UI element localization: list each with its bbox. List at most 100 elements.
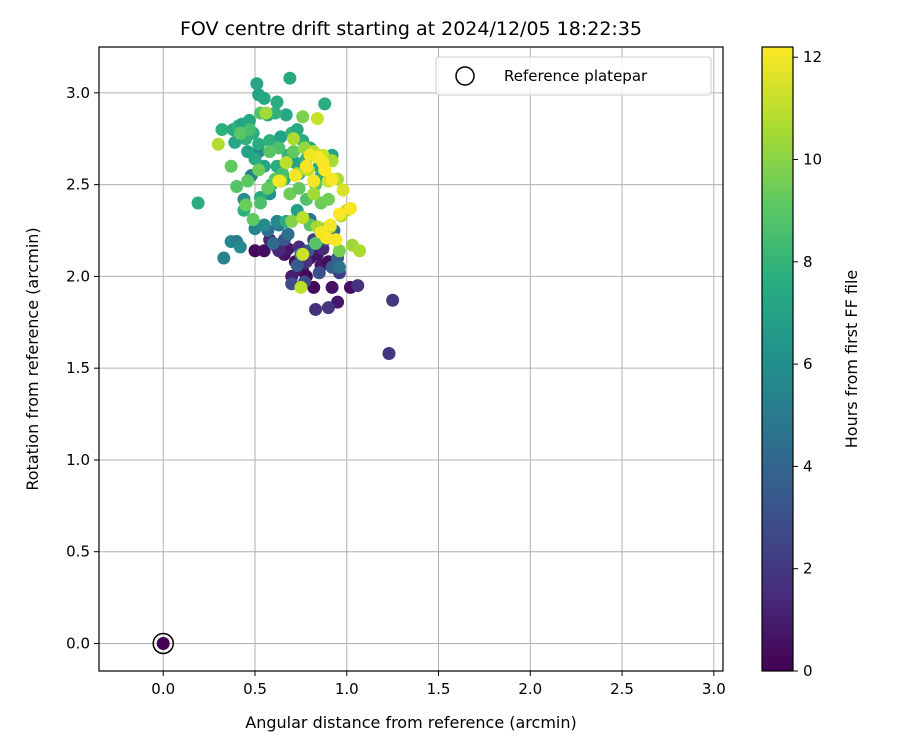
legend-marker-open-circle	[455, 66, 475, 86]
scatter-point	[268, 106, 282, 120]
data-points	[152, 71, 400, 655]
scatter-point	[241, 174, 255, 188]
x-tick-label: 2.5	[610, 680, 634, 698]
x-tick-label: 1.5	[427, 680, 451, 698]
y-tick-label: 1.5	[66, 359, 90, 377]
scatter-point	[250, 77, 264, 91]
scatter-point	[257, 244, 271, 258]
colorbar-gradient	[762, 47, 793, 671]
scatter-point	[254, 196, 268, 210]
scatter-point	[270, 214, 284, 228]
scatter-point	[318, 163, 332, 177]
scatter-point	[211, 137, 225, 151]
y-tick-label: 0.0	[66, 634, 90, 652]
scatter-point	[270, 95, 284, 109]
scatter-point	[230, 179, 244, 193]
grid-lines	[99, 47, 723, 671]
scatter-point	[325, 172, 339, 186]
x-axis-label: Angular distance from reference (arcmin)	[245, 713, 576, 732]
scatter-point	[233, 240, 247, 254]
scatter-point	[279, 108, 293, 122]
x-tick-label: 3.0	[702, 680, 726, 698]
reference-point-dot	[156, 636, 170, 650]
scatter-point	[332, 207, 346, 221]
x-tick-label: 1.0	[335, 680, 359, 698]
scatter-point	[261, 181, 275, 195]
scatter-point	[325, 280, 339, 294]
scatter-point	[294, 280, 308, 294]
scatter-point	[257, 218, 271, 232]
scatter-point	[329, 233, 343, 247]
scatter-point	[279, 156, 293, 170]
legend: Reference platepar	[435, 56, 712, 96]
scatter-point	[336, 183, 350, 197]
x-tick-label: 0.0	[151, 680, 175, 698]
scatter-point	[343, 202, 357, 216]
y-tick-label: 2.0	[66, 267, 90, 285]
scatter-point	[351, 279, 365, 293]
scatter-point	[321, 192, 335, 206]
scatter-point	[266, 236, 280, 250]
legend-box	[435, 56, 712, 96]
scatter-point	[287, 132, 301, 146]
colorbar-label: Hours from first FF file	[842, 270, 861, 449]
scatter-point	[272, 174, 286, 188]
scatter-point	[299, 159, 313, 173]
scatter-point	[288, 156, 302, 170]
scatter-point	[233, 126, 247, 140]
colorbar-tick-label: 8	[803, 253, 813, 271]
x-axis-ticks: 0.0 0.5 1.0 1.5 2.0 2.5 3.0	[151, 671, 726, 698]
x-tick-label: 0.5	[243, 680, 267, 698]
y-tick-label: 3.0	[66, 84, 90, 102]
scatter-point	[283, 71, 297, 85]
scatter-point	[290, 258, 304, 272]
colorbar-tick-label: 6	[803, 355, 813, 373]
scatter-point	[252, 137, 266, 151]
scatter-point	[310, 112, 324, 126]
chart-title: FOV centre drift starting at 2024/12/05 …	[180, 18, 642, 40]
scatter-point	[353, 244, 367, 258]
scatter-point	[332, 244, 346, 258]
colorbar-frame	[761, 46, 794, 672]
scatter-point	[257, 91, 271, 105]
scatter-point	[292, 181, 306, 195]
scatter-point	[312, 266, 326, 280]
colorbar: 0 2 4 6 8 10 12 Hours from first FF file	[761, 46, 861, 680]
scatter-point	[318, 97, 332, 111]
scatter-point	[303, 148, 317, 162]
scatter-point	[263, 134, 277, 148]
scatter-point	[386, 293, 400, 307]
scatter-point	[224, 159, 238, 173]
y-tick-label: 2.5	[66, 176, 90, 194]
plot-frame	[98, 46, 724, 672]
scatter-point	[309, 302, 323, 316]
scatter-point	[252, 163, 266, 177]
scatter-point	[332, 260, 346, 274]
y-axis-ticks: 0.0 0.5 1.0 1.5 2.0 2.5 3.0	[66, 84, 99, 652]
y-axis-label: Rotation from reference (arcmin)	[23, 227, 42, 490]
scatter-point	[296, 247, 310, 261]
scatter-point	[382, 346, 396, 360]
scatter-point	[323, 218, 337, 232]
scatter-point	[288, 168, 302, 182]
colorbar-tick-label: 2	[803, 560, 813, 578]
reference-platepar-marker	[152, 632, 174, 655]
scatter-point	[248, 244, 262, 258]
colorbar-tick-label: 4	[803, 457, 813, 475]
scatter-point	[239, 198, 253, 212]
scatter-point	[217, 251, 231, 265]
scatter-point	[259, 106, 273, 120]
scatter-point	[274, 130, 288, 144]
scatter-point	[215, 123, 229, 137]
scatter-point	[191, 196, 205, 210]
y-tick-label: 0.5	[66, 543, 90, 561]
scatter-point	[307, 187, 321, 201]
scatter-point	[281, 227, 295, 241]
scatter-point	[307, 174, 321, 188]
scatter-point	[296, 211, 310, 225]
colorbar-ticks: 0 2 4 6 8 10 12	[793, 48, 822, 680]
scatter-point	[263, 145, 277, 159]
scatter-point	[246, 213, 260, 227]
scatter-point	[285, 214, 299, 228]
